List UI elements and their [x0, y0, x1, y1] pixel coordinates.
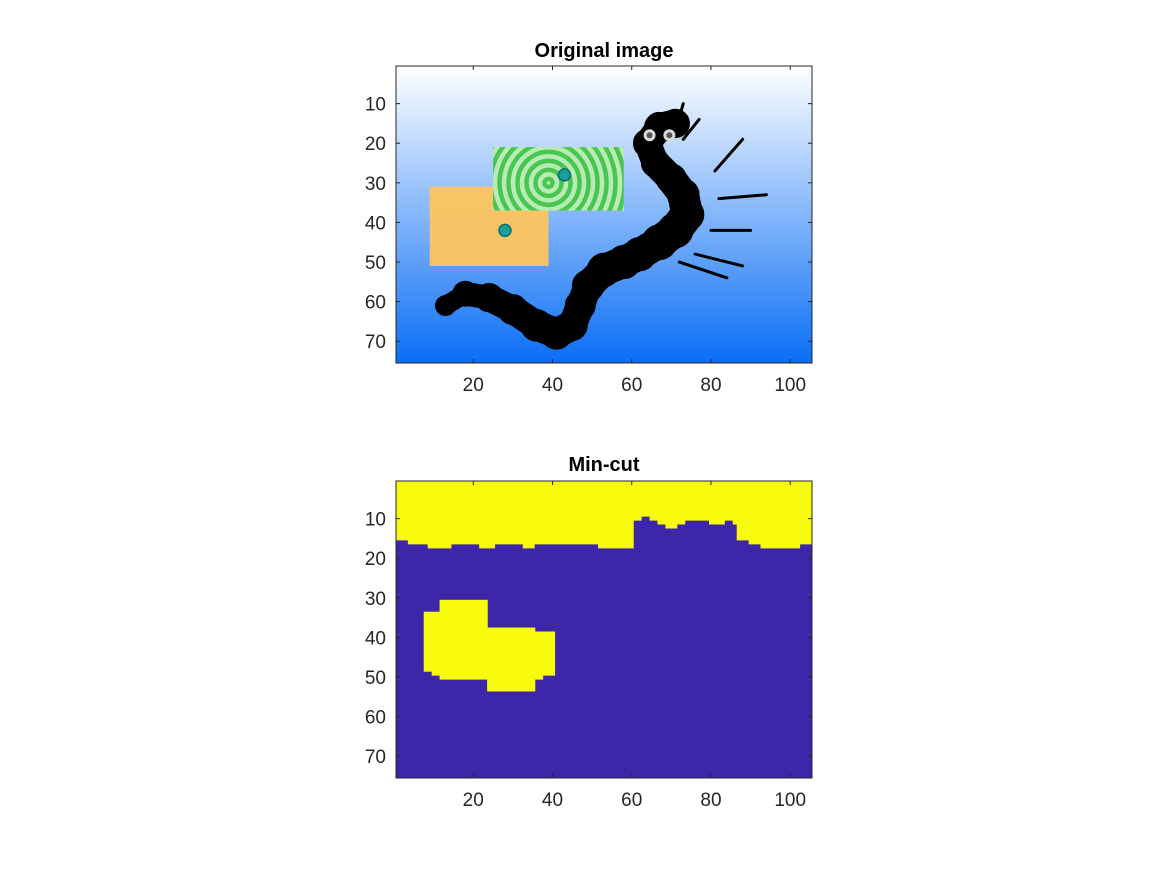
min-cut-y-tick-label: 10	[365, 510, 386, 531]
min-cut-y-tick-label: 60	[365, 708, 386, 729]
min-cut-x-tick-label: 40	[542, 790, 563, 811]
original-image-y-tick-label: 60	[365, 293, 386, 314]
original-image-y-tick-label: 20	[365, 134, 386, 155]
min-cut-x-tick-label: 100	[774, 790, 806, 811]
original-image-y-tick-label: 40	[365, 213, 386, 234]
min-cut-y-tick-label: 30	[365, 589, 386, 610]
original-image-y-tick-label: 30	[365, 174, 386, 195]
min-cut-y-tick-label: 50	[365, 668, 386, 689]
min-cut-top-region	[396, 481, 812, 549]
original-image-y-tick-label: 10	[365, 95, 386, 116]
original-image-frame	[395, 65, 813, 364]
original-image-x-tick-label: 40	[542, 375, 563, 396]
caterpillar-silhouette	[435, 102, 768, 350]
min-cut-x-tick-label: 20	[463, 790, 484, 811]
seed-point-marker	[557, 168, 572, 182]
original-image-x-tick-label: 100	[774, 375, 806, 396]
original-image-y-tick-label: 70	[365, 332, 386, 353]
original-image-y-tick-label: 50	[365, 253, 386, 274]
min-cut-y-tick-label: 40	[365, 628, 386, 649]
min-cut-axes: Min-cut 20 40 60 80 100 10 20 30 40 50 60 70	[365, 454, 813, 811]
min-cut-y-tick-label: 20	[365, 549, 386, 570]
original-image-x-tick-label: 80	[700, 375, 721, 396]
min-cut-blob-region	[423, 599, 556, 692]
green-ring-rectangle	[493, 147, 624, 211]
original-image-title: Original image	[535, 40, 674, 62]
min-cut-title: Min-cut	[568, 454, 639, 476]
min-cut-x-tick-label: 80	[700, 790, 721, 811]
seed-point-marker	[498, 223, 512, 238]
original-image-axes: Original image 20 40 60 80 100 10 20 30 40 50 60 70	[365, 40, 813, 396]
min-cut-frame	[395, 480, 813, 779]
min-cut-y-tick-label: 70	[365, 747, 386, 768]
original-image-x-tick-label: 60	[621, 375, 642, 396]
original-image-x-tick-label: 20	[463, 375, 484, 396]
min-cut-x-tick-label: 60	[621, 790, 642, 811]
